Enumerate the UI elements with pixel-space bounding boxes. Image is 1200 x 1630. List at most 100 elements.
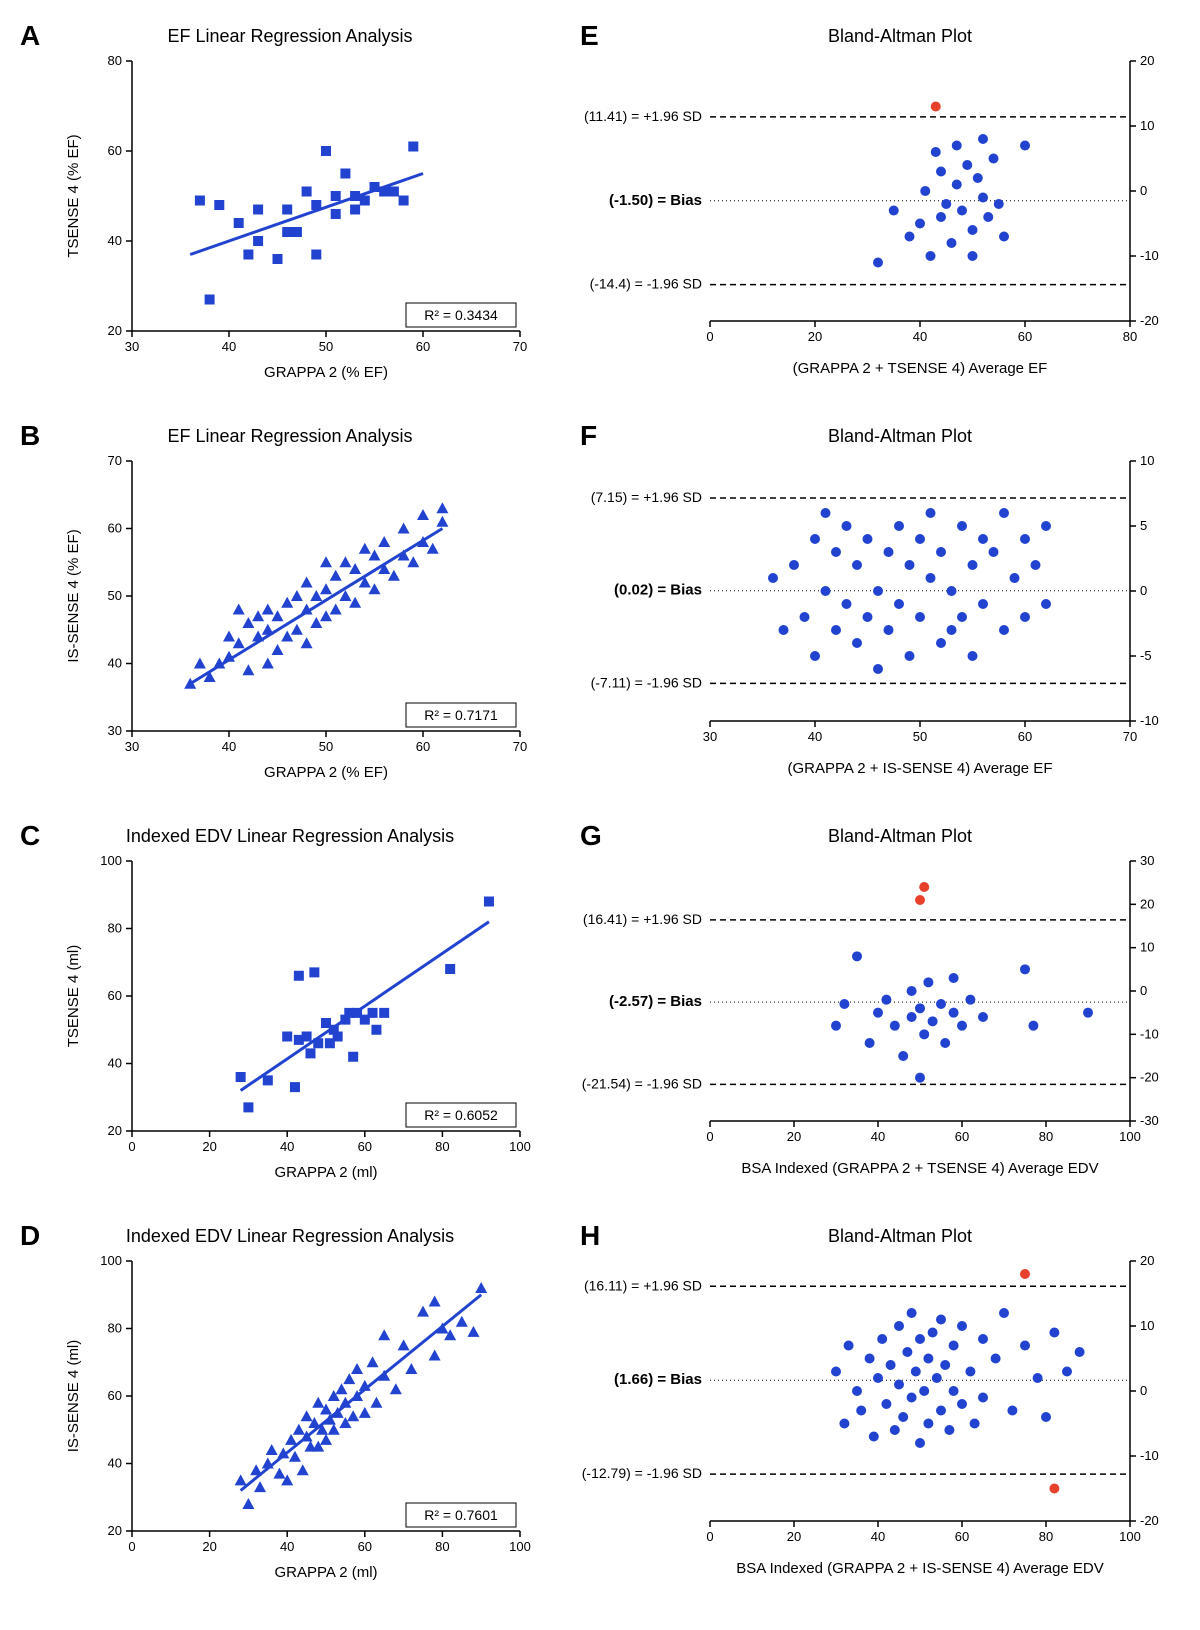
svg-text:(-7.11) = -1.96 SD: (-7.11) = -1.96 SD — [591, 674, 702, 690]
svg-text:0: 0 — [128, 1139, 135, 1154]
svg-text:60: 60 — [416, 739, 430, 754]
svg-text:60: 60 — [108, 988, 122, 1003]
svg-text:20: 20 — [108, 1523, 122, 1538]
svg-text:-20: -20 — [1140, 313, 1159, 328]
svg-text:40: 40 — [108, 1456, 122, 1471]
svg-text:30: 30 — [108, 723, 122, 738]
svg-text:10: 10 — [1140, 118, 1154, 133]
bland-altman-chart: 0 20 40 60 80-20 -10 0 10 20 (11.41) = +1.96 SD (-… — [580, 51, 1200, 391]
svg-text:20: 20 — [1140, 1253, 1154, 1268]
svg-text:20: 20 — [1140, 53, 1154, 68]
svg-text:80: 80 — [1039, 1129, 1053, 1144]
panel-h: HBland-Altman Plot020406080100-20-100102… — [580, 1220, 1200, 1610]
svg-text:20: 20 — [787, 1529, 801, 1544]
svg-text:-5: -5 — [1140, 648, 1152, 663]
chart-title: EF Linear Regression Analysis — [20, 26, 560, 47]
svg-text:20: 20 — [108, 1123, 122, 1138]
panel-a: AEF Linear Regression Analysis 30 40 50 60 70… — [20, 20, 560, 410]
svg-text:60: 60 — [358, 1139, 372, 1154]
svg-text:30: 30 — [125, 339, 139, 354]
svg-text:0: 0 — [1140, 1383, 1147, 1398]
svg-text:40: 40 — [222, 739, 236, 754]
svg-text:5: 5 — [1140, 518, 1147, 533]
svg-text:(11.41) = +1.96 SD: (11.41) = +1.96 SD — [584, 108, 702, 124]
regression-chart: 02040608010020406080100GRAPPA 2 (ml)IS-S… — [60, 1251, 600, 1591]
svg-text:GRAPPA 2 (ml): GRAPPA 2 (ml) — [274, 1564, 377, 1581]
svg-text:60: 60 — [955, 1529, 969, 1544]
svg-text:-30: -30 — [1140, 1113, 1159, 1128]
svg-text:50: 50 — [319, 339, 333, 354]
svg-text:100: 100 — [100, 853, 122, 868]
svg-text:-10: -10 — [1140, 248, 1159, 263]
svg-text:0: 0 — [706, 1529, 713, 1544]
panel-letter: G — [580, 820, 602, 852]
svg-text:100: 100 — [1119, 1129, 1141, 1144]
svg-text:(-14.4) = -1.96 SD: (-14.4) = -1.96 SD — [590, 276, 702, 292]
svg-text:R² = 0.3434: R² = 0.3434 — [424, 307, 498, 323]
svg-text:40: 40 — [280, 1539, 294, 1554]
svg-text:-10: -10 — [1140, 713, 1159, 728]
svg-text:80: 80 — [435, 1539, 449, 1554]
svg-text:20: 20 — [787, 1129, 801, 1144]
panel-d: DIndexed EDV Linear Regression Analysis0… — [20, 1220, 560, 1610]
svg-text:(1.66) = Bias: (1.66) = Bias — [614, 1371, 702, 1388]
chart-title: EF Linear Regression Analysis — [20, 426, 560, 447]
panel-letter: H — [580, 1220, 600, 1252]
svg-text:R² = 0.7171: R² = 0.7171 — [424, 707, 498, 723]
svg-text:(-1.50) = Bias: (-1.50) = Bias — [609, 192, 702, 209]
svg-text:70: 70 — [513, 339, 527, 354]
svg-text:GRAPPA 2 (% EF): GRAPPA 2 (% EF) — [264, 764, 388, 781]
bland-altman-chart: 020406080100-20-1001020(16.11) = +1.96 S… — [580, 1251, 1200, 1591]
svg-text:-10: -10 — [1140, 1448, 1159, 1463]
svg-text:80: 80 — [1123, 329, 1137, 344]
svg-text:-20: -20 — [1140, 1513, 1159, 1528]
chart-title: Bland-Altman Plot — [580, 826, 1200, 847]
panel-letter: B — [20, 420, 40, 452]
svg-text:(GRAPPA 2 + IS-SENSE 4) Averag: (GRAPPA 2 + IS-SENSE 4) Average EF — [788, 760, 1053, 777]
svg-text:60: 60 — [1018, 329, 1032, 344]
svg-text:0: 0 — [706, 1129, 713, 1144]
svg-text:80: 80 — [108, 53, 122, 68]
svg-text:-10: -10 — [1140, 1026, 1159, 1041]
chart-title: Bland-Altman Plot — [580, 26, 1200, 47]
svg-text:(-21.54) = -1.96 SD: (-21.54) = -1.96 SD — [582, 1075, 702, 1091]
svg-text:(7.15) = +1.96 SD: (7.15) = +1.96 SD — [591, 489, 702, 505]
svg-text:0: 0 — [1140, 183, 1147, 198]
svg-text:40: 40 — [913, 329, 927, 344]
svg-text:60: 60 — [108, 143, 122, 158]
panel-g: GBland-Altman Plot 0 20 40 60 80 100-30 -20 -10 0… — [580, 820, 1200, 1210]
chart-title: Indexed EDV Linear Regression Analysis — [20, 826, 560, 847]
svg-text:20: 20 — [808, 329, 822, 344]
svg-text:R² = 0.6052: R² = 0.6052 — [424, 1107, 498, 1123]
panel-b: BEF Linear Regression Analysis 30 40 50 60 70… — [20, 420, 560, 810]
svg-text:0: 0 — [1140, 983, 1147, 998]
panel-e: EBland-Altman Plot020406080-20-1001020(1… — [580, 20, 1200, 410]
svg-text:60: 60 — [108, 521, 122, 536]
svg-text:40: 40 — [808, 729, 822, 744]
svg-text:-20: -20 — [1140, 1070, 1159, 1085]
svg-text:TSENSE 4 (ml): TSENSE 4 (ml) — [65, 945, 82, 1048]
panel-c: CIndexed EDV Linear Regression Analysis 0… — [20, 820, 560, 1210]
svg-text:TSENSE 4 (% EF): TSENSE 4 (% EF) — [65, 134, 82, 257]
regression-chart: 02040608010020406080100GRAPPA 2 (ml)TSEN… — [60, 851, 600, 1191]
panel-letter: A — [20, 20, 40, 52]
svg-text:50: 50 — [108, 588, 122, 603]
svg-text:40: 40 — [871, 1129, 885, 1144]
svg-text:60: 60 — [955, 1129, 969, 1144]
svg-text:70: 70 — [108, 453, 122, 468]
svg-text:(16.11) = +1.96 SD: (16.11) = +1.96 SD — [584, 1277, 702, 1293]
svg-text:0: 0 — [706, 329, 713, 344]
svg-text:80: 80 — [108, 921, 122, 936]
svg-text:60: 60 — [358, 1539, 372, 1554]
panel-letter: D — [20, 1220, 40, 1252]
svg-text:40: 40 — [222, 339, 236, 354]
svg-text:30: 30 — [1140, 853, 1154, 868]
panel-letter: C — [20, 820, 40, 852]
regression-chart: 30405060703040506070GRAPPA 2 (% EF)IS-SE… — [60, 451, 600, 791]
svg-text:70: 70 — [513, 739, 527, 754]
svg-text:20: 20 — [202, 1139, 216, 1154]
chart-title: Bland-Altman Plot — [580, 1226, 1200, 1247]
svg-text:100: 100 — [509, 1539, 531, 1554]
svg-text:GRAPPA 2 (ml): GRAPPA 2 (ml) — [274, 1164, 377, 1181]
svg-text:GRAPPA 2 (% EF): GRAPPA 2 (% EF) — [264, 364, 388, 381]
